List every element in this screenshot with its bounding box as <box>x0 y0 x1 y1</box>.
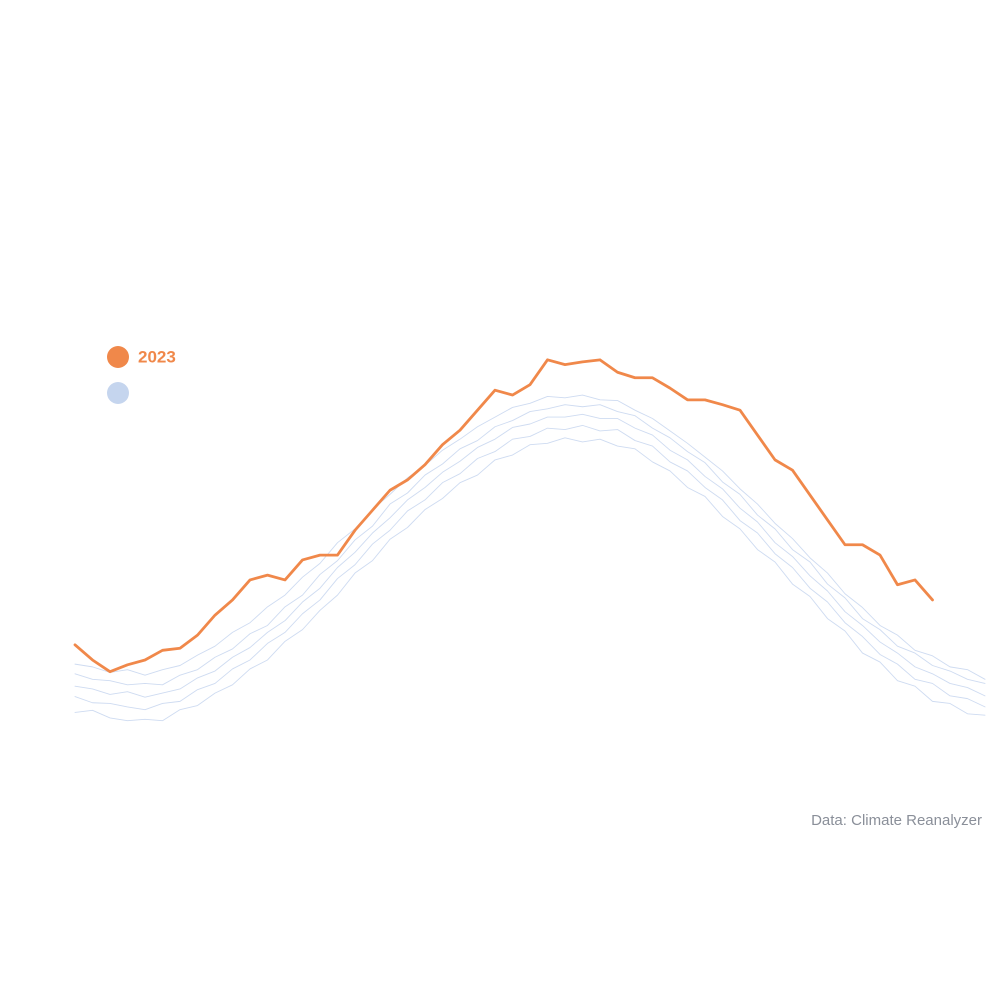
lines <box>73 358 986 722</box>
history-line <box>74 394 986 680</box>
history-line <box>74 437 986 722</box>
legend: 2023 <box>107 346 176 404</box>
legend-marker <box>107 382 129 404</box>
legend-label: 2023 <box>138 347 176 366</box>
history-line <box>74 413 986 698</box>
history-line <box>74 424 986 711</box>
legend-marker <box>107 346 129 368</box>
highlight-line <box>73 358 934 674</box>
history-line <box>74 404 986 686</box>
source-note: Data: Climate Reanalyzer <box>811 812 982 829</box>
